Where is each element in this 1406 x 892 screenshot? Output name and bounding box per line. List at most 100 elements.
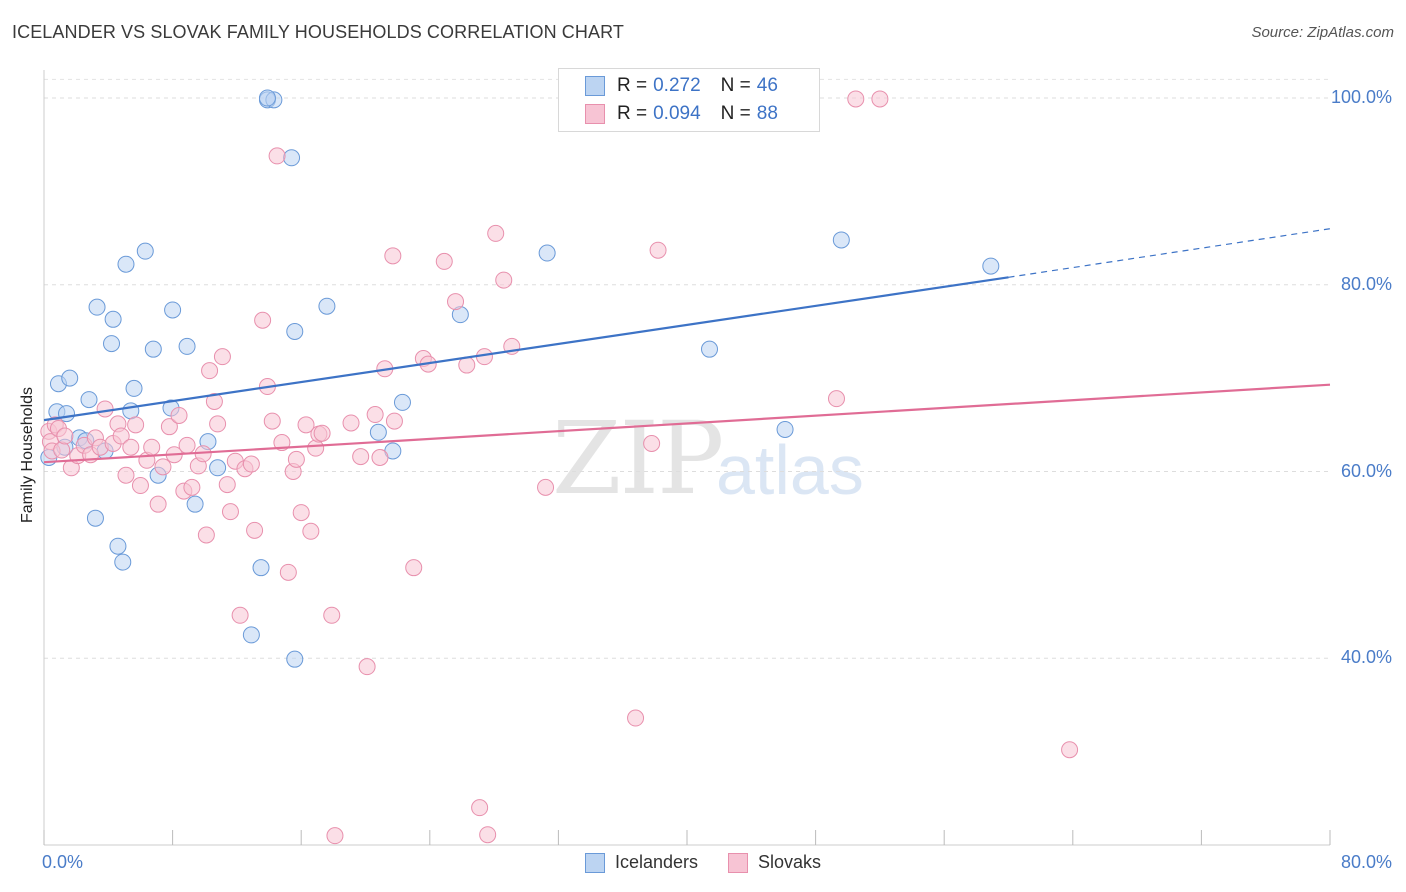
data-point-slovaks — [197, 526, 215, 544]
data-point-slovaks — [323, 606, 341, 624]
trend-line-icelanders — [43, 276, 1009, 422]
data-point-slovaks — [122, 438, 140, 456]
data-point-icelanders — [186, 495, 204, 513]
data-point-slovaks — [871, 90, 889, 108]
data-point-icelanders — [109, 537, 127, 555]
data-point-slovaks — [279, 563, 297, 581]
chart-title: ICELANDER VS SLOVAK FAMILY HOUSEHOLDS CO… — [12, 22, 624, 42]
data-point-slovaks — [358, 658, 376, 676]
data-point-slovaks — [302, 522, 320, 540]
data-point-slovaks — [178, 436, 196, 454]
trend-lines — [43, 228, 1331, 464]
y-axis-label: Family Households — [19, 386, 36, 524]
data-point-icelanders — [80, 391, 98, 409]
y-tick-label-60: 60.0% — [1340, 460, 1392, 481]
legend-r-label: R = — [617, 103, 648, 124]
data-point-icelanders — [982, 257, 1000, 275]
data-point-icelanders — [286, 650, 304, 668]
data-point-slovaks — [487, 224, 505, 242]
data-point-slovaks — [649, 241, 667, 259]
data-point-slovaks — [127, 416, 145, 434]
legend-n-value: 46 — [756, 75, 778, 96]
x-tick-label-max: 80.0% — [1340, 852, 1392, 872]
data-point-slovaks — [435, 252, 453, 270]
data-point-slovaks — [385, 412, 403, 430]
data-point-slovaks — [307, 439, 325, 457]
data-point-icelanders — [393, 393, 411, 411]
data-point-icelanders — [832, 231, 850, 249]
data-point-icelanders — [114, 553, 132, 571]
data-point-slovaks — [1061, 741, 1079, 759]
data-point-slovaks — [201, 362, 219, 380]
data-point-slovaks — [209, 415, 227, 433]
legend-n-label: N = — [720, 75, 751, 96]
data-point-slovaks — [287, 450, 305, 468]
legend-swatch-icelanders — [584, 852, 605, 873]
data-point-slovaks — [292, 504, 310, 522]
data-point-icelanders — [88, 298, 106, 316]
trend-line-icelanders-extension — [1008, 228, 1331, 278]
legend-item-icelanders[interactable]: Icelanders — [584, 852, 699, 873]
data-point-slovaks — [313, 424, 331, 442]
data-point-slovaks — [131, 477, 149, 495]
data-point-slovaks — [117, 466, 135, 484]
data-point-slovaks — [384, 247, 402, 265]
legend-label-icelanders: Icelanders — [614, 852, 699, 872]
series-legend: Icelanders Slovaks — [0, 852, 1406, 873]
data-point-slovaks — [366, 406, 384, 424]
legend-row-icelanders: R = 0.272 N = 46 — [585, 73, 778, 99]
data-point-icelanders — [242, 626, 260, 644]
data-point-slovaks — [447, 293, 465, 311]
data-point-icelanders — [164, 301, 182, 319]
grid-lines — [44, 78, 1330, 659]
data-point-slovaks — [847, 90, 865, 108]
legend-swatch-slovaks — [585, 104, 605, 124]
data-point-icelanders — [369, 423, 387, 441]
data-point-slovaks — [479, 826, 497, 844]
data-point-icelanders — [701, 340, 719, 358]
data-point-slovaks — [643, 434, 661, 452]
data-point-slovaks — [827, 390, 845, 408]
data-point-icelanders — [178, 337, 196, 355]
data-point-slovaks — [53, 441, 71, 459]
y-tick-label-100: 100.0% — [1330, 87, 1392, 107]
y-tick-label-40: 40.0% — [1340, 647, 1392, 668]
data-point-slovaks — [627, 709, 645, 727]
data-point-icelanders — [144, 340, 162, 358]
legend-r-label: R = — [617, 75, 648, 96]
data-point-slovaks — [495, 271, 513, 289]
data-point-icelanders — [538, 244, 556, 262]
data-point-icelanders — [117, 255, 135, 273]
data-point-slovaks — [170, 406, 188, 424]
data-point-slovaks — [405, 559, 423, 577]
legend-n-value: 88 — [756, 103, 778, 124]
data-point-slovaks — [221, 503, 239, 521]
data-point-icelanders — [776, 420, 794, 438]
legend-swatch-slovaks — [728, 852, 749, 873]
data-point-icelanders — [258, 89, 276, 107]
data-point-slovaks — [154, 458, 172, 476]
data-point-slovaks — [160, 418, 178, 436]
data-point-slovaks — [112, 427, 130, 445]
legend-label-slovaks: Slovaks — [758, 852, 822, 872]
data-point-slovaks — [268, 147, 286, 165]
data-points — [40, 89, 1079, 845]
data-point-icelanders — [136, 242, 154, 260]
legend-r-value: 0.272 — [653, 75, 701, 96]
data-point-icelanders — [104, 310, 122, 328]
data-point-icelanders — [209, 459, 227, 477]
legend-r-value: 0.094 — [653, 103, 701, 124]
legend-row-slovaks: R = 0.094 N = 88 — [585, 101, 778, 127]
legend-item-slovaks[interactable]: Slovaks — [728, 852, 821, 873]
data-point-slovaks — [96, 400, 114, 418]
data-point-slovaks — [143, 438, 161, 456]
legend-swatch-icelanders — [585, 76, 605, 96]
stats-legend: R = 0.272 N = 46 R = 0.094 N = 88 — [558, 68, 820, 132]
chart-source: Source: ZipAtlas.com — [1251, 24, 1394, 41]
data-point-icelanders — [283, 149, 301, 167]
watermark-atlas: atlas — [716, 431, 864, 509]
data-point-slovaks — [231, 606, 249, 624]
data-point-icelanders — [252, 559, 270, 577]
data-point-slovaks — [246, 521, 264, 539]
